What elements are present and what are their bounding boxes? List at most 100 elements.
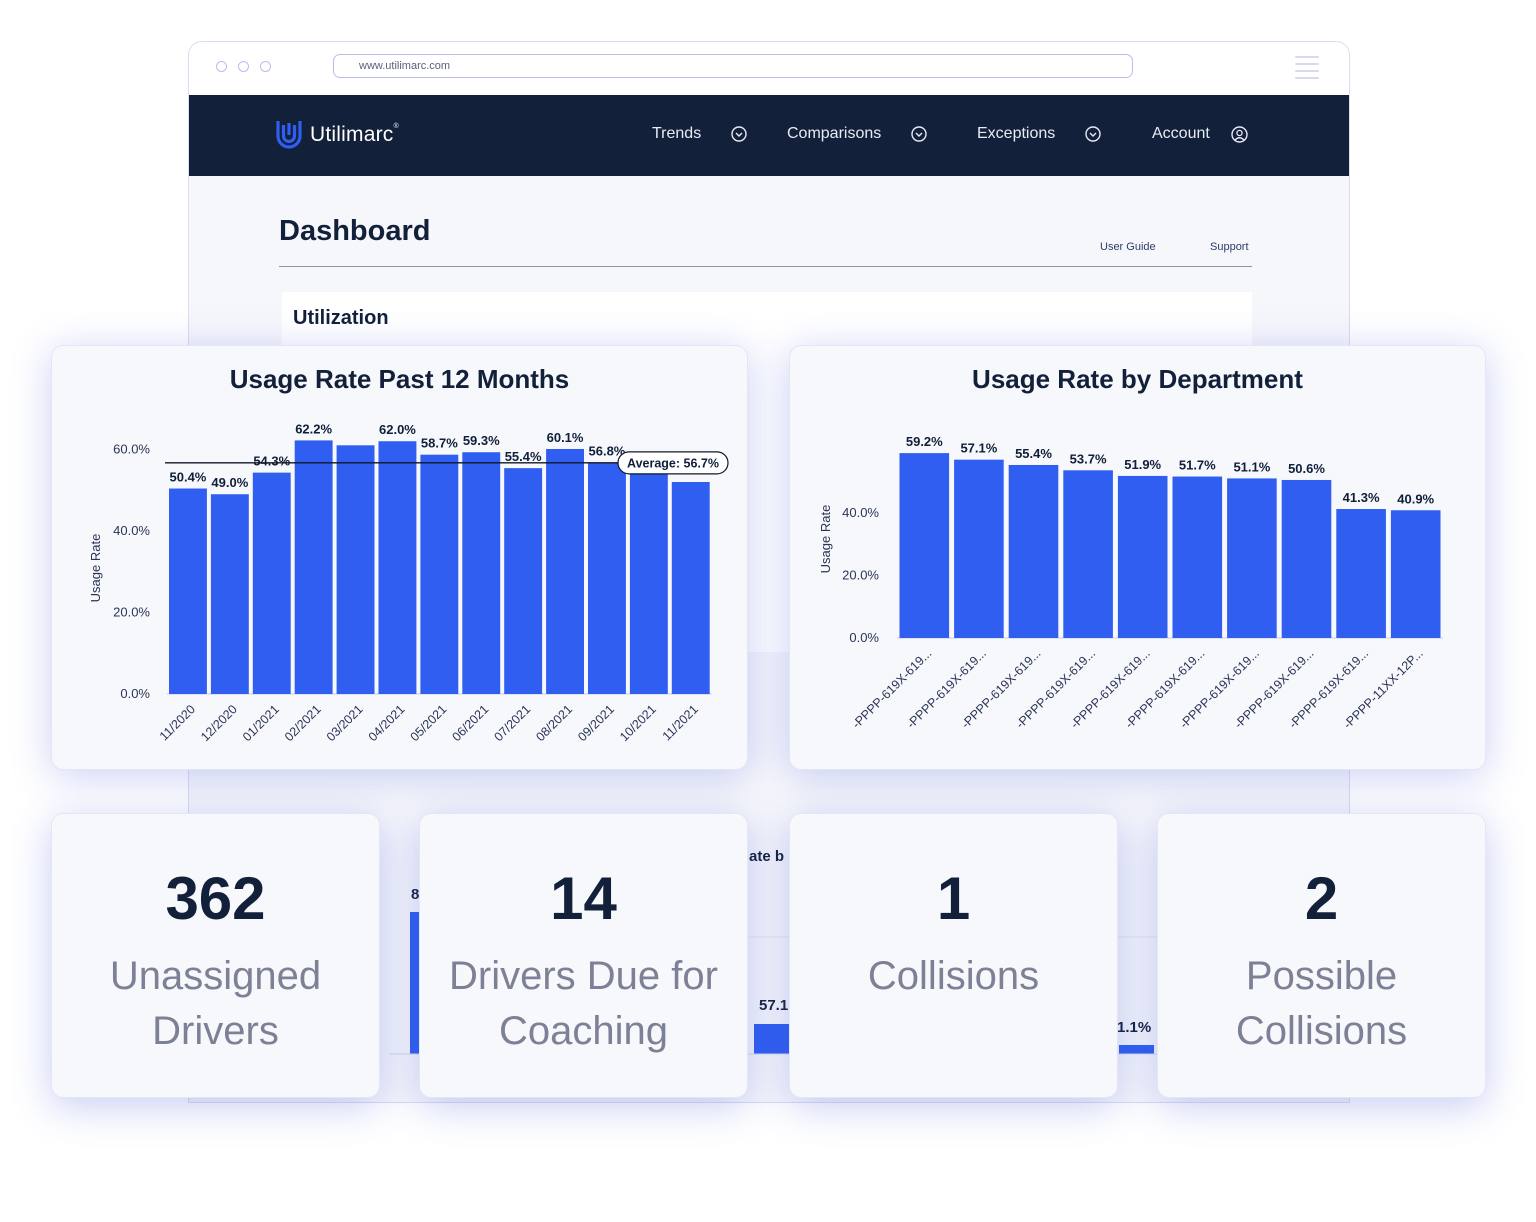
data-label: 59.3% bbox=[463, 433, 500, 448]
bar bbox=[252, 472, 291, 694]
window-maximize-dot[interactable] bbox=[260, 61, 271, 72]
stat-card-possible-collisions[interactable]: 2 Possible Collisions bbox=[1157, 813, 1486, 1098]
nav-exceptions-label: Exceptions bbox=[977, 125, 1056, 142]
user-circle-icon bbox=[1231, 125, 1248, 143]
y-tick-label: 20.0% bbox=[842, 568, 879, 583]
support-link[interactable]: Support bbox=[1210, 241, 1249, 253]
bar bbox=[1336, 509, 1386, 638]
data-label: 54.3% bbox=[253, 454, 290, 469]
x-tick-label: 01/2021 bbox=[240, 702, 282, 744]
window-minimize-dot[interactable] bbox=[238, 61, 249, 72]
chevron-down-circle-icon bbox=[731, 126, 747, 142]
bar bbox=[169, 488, 207, 694]
user-guide-link[interactable]: User Guide bbox=[1100, 241, 1156, 253]
bar bbox=[1063, 470, 1113, 638]
window-close-dot[interactable] bbox=[216, 61, 227, 72]
y-axis-label: Usage Rate bbox=[818, 505, 833, 574]
nav-comparisons-label: Comparisons bbox=[787, 125, 882, 142]
bar bbox=[671, 482, 710, 694]
usage-rate-12-months-chart: 0.0% 20.0% 40.0% 60.0% Usage Rate 50.4% 11/202… bbox=[88, 421, 729, 744]
bar bbox=[954, 459, 1004, 638]
brand-name: Utilimarc® bbox=[310, 123, 399, 146]
x-tick-label: 08/2021 bbox=[533, 702, 575, 744]
data-label: 51.7% bbox=[1179, 458, 1216, 473]
nav-exceptions[interactable]: Exceptions bbox=[977, 125, 1101, 143]
data-label: 56.8% bbox=[589, 443, 626, 458]
bg-fragment-text: ate b bbox=[749, 848, 784, 865]
x-tick-label: 12/2020 bbox=[198, 702, 240, 744]
brand-logo[interactable]: Utilimarc® bbox=[275, 119, 399, 151]
x-tick-label: 03/2021 bbox=[324, 702, 366, 744]
data-label: 49.0% bbox=[211, 475, 248, 490]
data-label: 59.2% bbox=[906, 434, 943, 449]
bg-fragment-text: 8 bbox=[411, 886, 419, 903]
data-label: 41.3% bbox=[1343, 490, 1380, 505]
average-badge bbox=[617, 451, 729, 475]
average-label: Average: 56.7% bbox=[627, 456, 719, 470]
stat-card-unassigned-drivers[interactable]: 362 Unassigned Drivers bbox=[51, 813, 380, 1098]
stat-value: 2 bbox=[1304, 865, 1339, 932]
y-tick-label: 40.0% bbox=[113, 523, 150, 538]
address-bar[interactable]: www.utilimarc.com bbox=[333, 54, 1133, 78]
nav-account-label: Account bbox=[1152, 125, 1210, 142]
bar bbox=[420, 454, 459, 694]
data-label: 51.1% bbox=[1233, 459, 1270, 474]
utilimarc-logo-icon bbox=[276, 121, 302, 149]
x-tick-label: 11/2021 bbox=[660, 702, 701, 743]
menu-icon[interactable] bbox=[1295, 56, 1319, 84]
usage-rate-12-months-card: Usage Rate Past 12 Months 0.0% 20.0% 40.0%… bbox=[51, 345, 748, 770]
data-label: 55.4% bbox=[505, 449, 542, 464]
y-axis-label: Usage Rate bbox=[88, 534, 103, 603]
y-tick-label: 0.0% bbox=[849, 630, 879, 645]
y-tick-label: 0.0% bbox=[120, 686, 150, 701]
stat-card-drivers-due-coaching[interactable]: 14 Drivers Due for Coaching bbox=[419, 813, 748, 1098]
x-tick-label: 06/2021 bbox=[450, 702, 492, 744]
usage-rate-by-department-chart: 0.0%20.0%40.0%Usage Rate59.2%-PPPP-619X-… bbox=[818, 434, 1443, 731]
stat-card-collisions[interactable]: 1 Collisions bbox=[789, 813, 1118, 1098]
nav-trends-label: Trends bbox=[652, 125, 702, 142]
bar bbox=[378, 441, 417, 694]
stat-value: 362 bbox=[165, 865, 266, 932]
x-tick-label: 05/2021 bbox=[408, 702, 450, 744]
chevron-down-circle-icon bbox=[1085, 126, 1101, 142]
section-title: Utilization bbox=[293, 307, 389, 329]
bar bbox=[210, 494, 249, 694]
bar bbox=[1172, 476, 1223, 638]
nav-account[interactable]: Account bbox=[1152, 125, 1248, 143]
x-tick-label: 10/2021 bbox=[617, 702, 659, 744]
browser-chrome: www.utilimarc.com bbox=[189, 42, 1349, 95]
data-label: 62.2% bbox=[295, 421, 332, 436]
data-label: 53.7% bbox=[1070, 451, 1107, 466]
x-tick-label: 11/2020 bbox=[157, 702, 198, 743]
stat-label: Unassigned Drivers bbox=[109, 954, 322, 1053]
data-label: 50.4% bbox=[170, 470, 207, 485]
stat-value: 1 bbox=[936, 865, 971, 932]
title-divider bbox=[279, 266, 1252, 267]
x-tick-label: 04/2021 bbox=[366, 702, 408, 744]
nav-comparisons[interactable]: Comparisons bbox=[787, 125, 927, 143]
bg-fragment-text: 57.1 bbox=[759, 997, 788, 1014]
bar bbox=[899, 453, 950, 638]
bg-fragment-text: 1.1% bbox=[1117, 1019, 1151, 1036]
y-tick-label: 20.0% bbox=[113, 604, 150, 619]
data-label: 60.1% bbox=[547, 430, 584, 445]
top-navigation: Utilimarc® Trends Comparisons Exceptions… bbox=[189, 95, 1349, 176]
bar bbox=[336, 445, 375, 694]
stat-label: Drivers Due for Coaching bbox=[449, 954, 718, 1053]
x-tick-label: 07/2021 bbox=[491, 702, 533, 744]
x-tick-label: 02/2021 bbox=[282, 702, 324, 744]
chart-title: Usage Rate Past 12 Months bbox=[229, 364, 570, 394]
data-label: 51.9% bbox=[1124, 457, 1161, 472]
y-tick-label: 40.0% bbox=[842, 505, 879, 520]
bar bbox=[504, 468, 543, 694]
bar bbox=[462, 452, 501, 694]
data-label: 62.0% bbox=[379, 422, 416, 437]
page-title: Dashboard bbox=[279, 215, 431, 247]
data-label: 40.9% bbox=[1397, 491, 1434, 506]
bar bbox=[1281, 479, 1332, 638]
bar bbox=[546, 448, 584, 694]
bar bbox=[1390, 510, 1441, 638]
nav-trends[interactable]: Trends bbox=[652, 125, 747, 143]
data-label: 58.7% bbox=[421, 436, 458, 451]
data-label: 57.1% bbox=[960, 441, 997, 456]
